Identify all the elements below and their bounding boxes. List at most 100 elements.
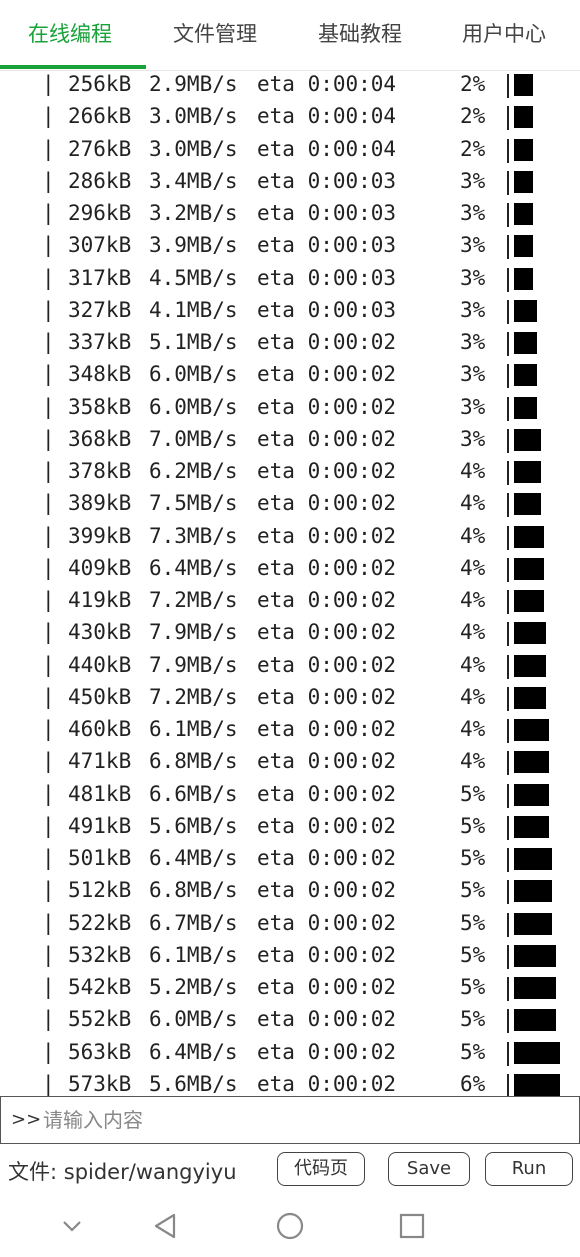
line-pipe: | bbox=[42, 362, 55, 387]
percent-text: 3% bbox=[460, 426, 486, 451]
line-pipe: | bbox=[42, 201, 55, 225]
eta-text: eta 0:00:02 bbox=[257, 362, 397, 387]
downloaded-size: 337kB bbox=[68, 330, 132, 354]
download-speed: 2.9MB/s bbox=[149, 72, 238, 96]
progress-separator bbox=[507, 912, 509, 937]
progress-separator bbox=[507, 1041, 509, 1066]
console-line: | 266kB 3.0MB/s eta 0:00:04 2% bbox=[0, 102, 580, 134]
tab-user-center[interactable]: 用户中心 bbox=[462, 22, 546, 46]
console-line: | 501kB 6.4MB/s eta 0:00:02 5% bbox=[0, 844, 580, 876]
percent-text: 3% bbox=[460, 201, 486, 225]
eta-text: eta 0:00:02 bbox=[257, 813, 397, 838]
download-speed: 7.9MB/s bbox=[149, 620, 238, 645]
line-pipe: | bbox=[42, 104, 55, 129]
download-speed: 4.5MB/s bbox=[149, 265, 238, 290]
console-line: | 409kB 6.4MB/s eta 0:00:02 4% bbox=[0, 554, 580, 586]
chevron-down-icon[interactable] bbox=[56, 1210, 88, 1242]
percent-text: 5% bbox=[460, 1039, 486, 1064]
line-pipe: | bbox=[42, 620, 55, 645]
line-pipe: | bbox=[42, 297, 55, 322]
percent-text: 6% bbox=[460, 1071, 486, 1096]
percent-text: 4% bbox=[460, 523, 486, 548]
progress-bar-fill bbox=[514, 751, 549, 774]
console-line: | 491kB 5.6MB/s eta 0:00:02 5% bbox=[0, 812, 580, 844]
progress-separator bbox=[507, 106, 509, 131]
percent-text: 3% bbox=[460, 233, 486, 258]
downloaded-size: 317kB bbox=[68, 265, 132, 290]
eta-text: eta 0:00:02 bbox=[257, 975, 397, 999]
console-line: | 378kB 6.2MB/s eta 0:00:02 4% bbox=[0, 457, 580, 489]
run-button[interactable]: Run bbox=[485, 1152, 573, 1186]
download-speed: 3.9MB/s bbox=[149, 233, 238, 258]
percent-text: 3% bbox=[460, 297, 486, 322]
downloaded-size: 471kB bbox=[68, 749, 132, 774]
percent-text: 4% bbox=[460, 459, 486, 483]
progress-bar-fill bbox=[514, 880, 552, 903]
percent-text: 3% bbox=[460, 168, 486, 193]
downloaded-size: 378kB bbox=[68, 459, 132, 483]
console-line: | 276kB 3.0MB/s eta 0:00:04 2% bbox=[0, 135, 580, 167]
progress-separator bbox=[507, 977, 509, 1001]
progress-bar-fill bbox=[514, 203, 533, 225]
progress-separator bbox=[507, 1009, 509, 1034]
progress-separator bbox=[507, 880, 509, 905]
eta-text: eta 0:00:02 bbox=[257, 910, 397, 935]
downloaded-size: 532kB bbox=[68, 942, 132, 967]
download-speed: 6.1MB/s bbox=[149, 717, 238, 741]
downloaded-size: 296kB bbox=[68, 201, 132, 225]
progress-bar-fill bbox=[514, 1009, 556, 1032]
progress-separator bbox=[507, 944, 509, 969]
tab-basic-tutorial[interactable]: 基础教程 bbox=[318, 22, 402, 46]
percent-text: 2% bbox=[460, 136, 486, 161]
tab-online-coding[interactable]: 在线编程 bbox=[28, 22, 112, 46]
download-speed: 7.9MB/s bbox=[149, 652, 238, 677]
console-line: | 450kB 7.2MB/s eta 0:00:02 4% bbox=[0, 683, 580, 715]
console-line: | 348kB 6.0MB/s eta 0:00:02 3% bbox=[0, 360, 580, 392]
downloaded-size: 501kB bbox=[68, 846, 132, 870]
progress-separator bbox=[507, 396, 509, 421]
progress-bar-fill bbox=[514, 719, 549, 741]
console-line: | 399kB 7.3MB/s eta 0:00:02 4% bbox=[0, 522, 580, 554]
console-line: | 317kB 4.5MB/s eta 0:00:03 3% bbox=[0, 264, 580, 296]
save-button[interactable]: Save bbox=[388, 1152, 470, 1186]
code-page-button[interactable]: 代码页 bbox=[277, 1152, 365, 1186]
eta-text: eta 0:00:04 bbox=[257, 136, 397, 161]
downloaded-size: 512kB bbox=[68, 878, 132, 903]
eta-text: eta 0:00:02 bbox=[257, 588, 397, 612]
download-speed: 3.0MB/s bbox=[149, 136, 238, 161]
progress-bar-fill bbox=[514, 590, 544, 612]
progress-bar-fill bbox=[514, 332, 537, 354]
line-pipe: | bbox=[42, 1039, 55, 1064]
downloaded-size: 327kB bbox=[68, 297, 132, 322]
percent-text: 5% bbox=[460, 1007, 486, 1032]
tab-file-management[interactable]: 文件管理 bbox=[173, 22, 257, 46]
command-input[interactable] bbox=[41, 1103, 565, 1137]
progress-separator bbox=[507, 751, 509, 776]
percent-text: 4% bbox=[460, 652, 486, 677]
prompt-symbol: >> bbox=[11, 1109, 42, 1130]
downloaded-size: 419kB bbox=[68, 588, 132, 612]
home-circle-icon[interactable] bbox=[274, 1210, 306, 1242]
progress-separator bbox=[507, 1073, 509, 1096]
command-input-box[interactable]: >> bbox=[0, 1096, 580, 1144]
progress-bar-fill bbox=[514, 848, 552, 870]
progress-bar-fill bbox=[514, 428, 541, 451]
recents-square-icon[interactable] bbox=[396, 1210, 428, 1242]
line-pipe: | bbox=[42, 878, 55, 903]
downloaded-size: 266kB bbox=[68, 104, 132, 129]
back-triangle-icon[interactable] bbox=[150, 1210, 182, 1242]
percent-text: 2% bbox=[460, 72, 486, 96]
console-line: | 522kB 6.7MB/s eta 0:00:02 5% bbox=[0, 909, 580, 941]
download-speed: 6.8MB/s bbox=[149, 749, 238, 774]
downloaded-size: 286kB bbox=[68, 168, 132, 193]
download-speed: 6.2MB/s bbox=[149, 459, 238, 483]
console-output[interactable]: | 256kB 2.9MB/s eta 0:00:04 2% | 266kB 3.0MB/s e… bbox=[0, 70, 580, 1096]
eta-text: eta 0:00:02 bbox=[257, 523, 397, 548]
progress-bar-fill bbox=[514, 622, 546, 645]
percent-text: 4% bbox=[460, 717, 486, 741]
progress-separator bbox=[507, 235, 509, 260]
progress-bar-fill bbox=[514, 815, 549, 838]
console-line: | 573kB 5.6MB/s eta 0:00:02 6% bbox=[0, 1070, 580, 1096]
eta-text: eta 0:00:02 bbox=[257, 942, 397, 967]
line-pipe: | bbox=[42, 813, 55, 838]
